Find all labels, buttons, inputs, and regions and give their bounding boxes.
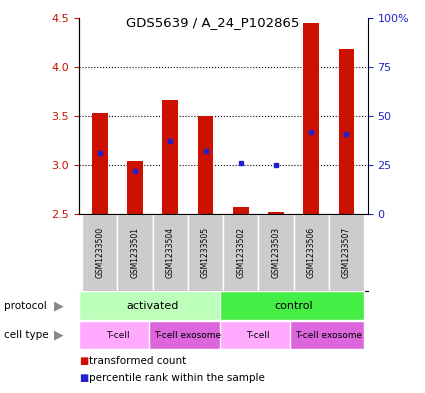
Bar <box>303 22 319 214</box>
Text: GDS5639 / A_24_P102865: GDS5639 / A_24_P102865 <box>126 17 299 29</box>
Text: T-cell exosome: T-cell exosome <box>295 331 363 340</box>
Text: GSM1233507: GSM1233507 <box>342 227 351 278</box>
Bar <box>258 214 294 291</box>
Text: GSM1233505: GSM1233505 <box>201 227 210 278</box>
Text: T-cell: T-cell <box>105 331 129 340</box>
Text: ▶: ▶ <box>54 299 63 312</box>
Bar <box>268 212 284 214</box>
Text: transformed count: transformed count <box>89 356 187 366</box>
Bar <box>117 214 153 291</box>
Bar <box>329 214 364 291</box>
Text: protocol: protocol <box>4 301 47 310</box>
Text: GSM1233502: GSM1233502 <box>236 227 245 278</box>
Text: GSM1233504: GSM1233504 <box>166 227 175 278</box>
Text: GSM1233501: GSM1233501 <box>130 227 139 278</box>
Text: GSM1233506: GSM1233506 <box>307 227 316 278</box>
Text: cell type: cell type <box>4 330 49 340</box>
Text: ■: ■ <box>79 356 88 366</box>
Bar <box>127 161 143 214</box>
Text: T-cell exosome: T-cell exosome <box>154 331 221 340</box>
Bar <box>290 321 364 349</box>
Text: percentile rank within the sample: percentile rank within the sample <box>89 373 265 383</box>
Bar <box>339 49 354 214</box>
Bar <box>162 100 178 214</box>
Text: ■: ■ <box>79 373 88 383</box>
Text: activated: activated <box>127 301 179 310</box>
Bar <box>223 214 258 291</box>
Text: GSM1233500: GSM1233500 <box>95 227 104 278</box>
Bar <box>79 321 153 349</box>
Bar <box>79 292 223 320</box>
Text: T-cell: T-cell <box>246 331 270 340</box>
Text: GSM1233503: GSM1233503 <box>272 227 280 278</box>
Bar <box>188 214 223 291</box>
Bar <box>220 321 294 349</box>
Bar <box>198 116 213 214</box>
Bar <box>82 214 117 291</box>
Bar <box>149 321 223 349</box>
Bar <box>233 208 249 214</box>
Bar <box>92 113 108 214</box>
Bar <box>220 292 364 320</box>
Text: control: control <box>274 301 313 310</box>
Text: ▶: ▶ <box>54 329 63 342</box>
Bar <box>294 214 329 291</box>
Bar <box>153 214 188 291</box>
